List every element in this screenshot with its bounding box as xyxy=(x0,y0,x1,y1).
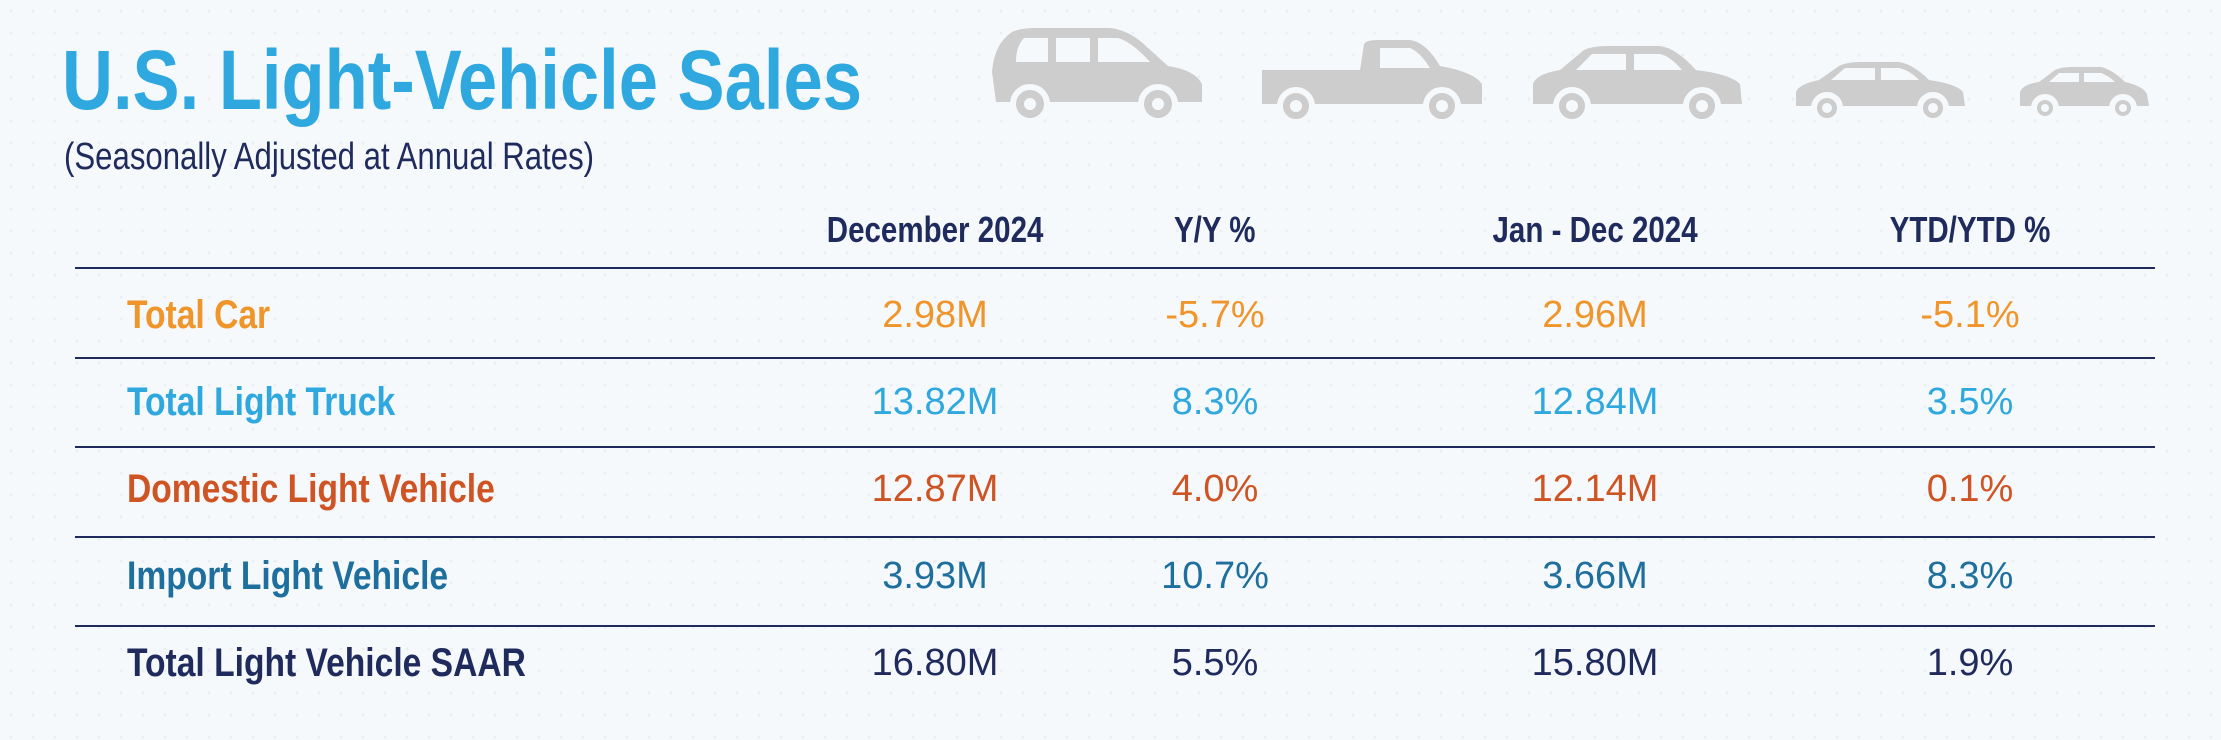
small-hatchback-icon xyxy=(2020,67,2149,122)
ytd-pct-value: 8.3% xyxy=(1926,555,2014,597)
col-header-ytd-pct: YTD/YTD % xyxy=(1889,209,2051,250)
page-subtitle: (Seasonally Adjusted at Annual Rates) xyxy=(64,136,595,178)
table-divider xyxy=(75,267,2155,269)
table-divider xyxy=(75,625,2155,627)
col-header-yy-pct: Y/Y % xyxy=(1174,209,1256,250)
vehicle-icons xyxy=(985,26,2155,126)
yy-pct-value: 5.5% xyxy=(1171,642,1259,684)
ytd-pct-value: 0.1% xyxy=(1926,468,2014,510)
table-divider xyxy=(75,536,2155,538)
yy-pct-value: 4.0% xyxy=(1171,468,1259,510)
page-title: U.S. Light-Vehicle Sales xyxy=(62,33,862,127)
table-row: Total Light Truck 13.82M 8.3% 12.84M 3.5… xyxy=(0,359,2221,445)
december-value: 12.87M xyxy=(871,468,999,510)
yy-pct-value: -5.7% xyxy=(1165,294,1265,336)
compact-car-icon xyxy=(1796,62,1965,124)
ytd-pct-value: 3.5% xyxy=(1926,381,2014,423)
table-row: Domestic Light Vehicle 12.87M 4.0% 12.14… xyxy=(0,446,2221,532)
ytd-value: 2.96M xyxy=(1542,294,1648,336)
table-row: Total Light Vehicle SAAR 16.80M 5.5% 15.… xyxy=(0,620,2221,706)
row-label: Domestic Light Vehicle xyxy=(127,467,495,511)
table-divider xyxy=(75,446,2155,448)
minivan-icon xyxy=(992,28,1202,122)
ytd-pct-value: -5.1% xyxy=(1920,294,2020,336)
ytd-value: 12.84M xyxy=(1531,381,1659,423)
col-header-jan-dec-2024: Jan - Dec 2024 xyxy=(1492,209,1698,250)
ytd-value: 3.66M xyxy=(1542,555,1648,597)
row-label: Total Light Truck xyxy=(127,380,396,424)
yy-pct-value: 8.3% xyxy=(1171,381,1259,423)
row-label: Total Light Vehicle SAAR xyxy=(127,641,526,685)
yy-pct-value: 10.7% xyxy=(1161,555,1269,597)
row-label: Import Light Vehicle xyxy=(127,554,449,598)
col-header-december-2024: December 2024 xyxy=(826,209,1044,250)
december-value: 3.93M xyxy=(882,555,988,597)
ytd-value: 15.80M xyxy=(1531,642,1659,684)
row-label: Total Car xyxy=(127,293,271,337)
pickup-truck-icon xyxy=(1262,40,1482,124)
table-row: Import Light Vehicle 3.93M 10.7% 3.66M 8… xyxy=(0,533,2221,619)
december-value: 16.80M xyxy=(871,642,999,684)
ytd-pct-value: 1.9% xyxy=(1926,642,2014,684)
ytd-value: 12.14M xyxy=(1531,468,1659,510)
sedan-icon xyxy=(1533,46,1742,124)
table-divider xyxy=(75,357,2155,359)
december-value: 13.82M xyxy=(871,381,999,423)
table-row: Total Car 2.98M -5.7% 2.96M -5.1% xyxy=(0,272,2221,358)
december-value: 2.98M xyxy=(882,294,988,336)
